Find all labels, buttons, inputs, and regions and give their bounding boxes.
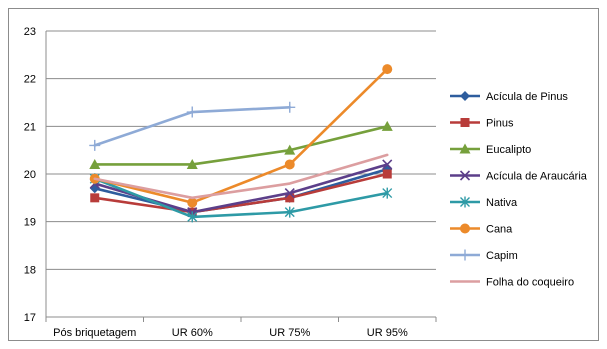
legend-label-folha-do-coqueiro: Folha do coqueiro <box>486 277 574 289</box>
data-point-eucalipto <box>284 144 296 155</box>
series-line-cana <box>93 67 389 204</box>
data-point-cana <box>382 64 393 75</box>
legend-label-nativa: Nativa <box>486 197 518 209</box>
y-tick-label: 21 <box>24 121 36 133</box>
y-tick-label: 20 <box>24 169 36 181</box>
data-point-cana <box>187 197 198 208</box>
legend-label-acicula-de-pinus: Acícula de Pinus <box>486 91 568 103</box>
data-point-eucalipto <box>186 158 198 169</box>
y-tick-label: 19 <box>24 217 36 229</box>
data-point-pinus <box>285 193 295 203</box>
legend-marker-capim <box>459 249 471 261</box>
data-point-acicula-de-araucaria <box>382 159 393 170</box>
data-point-pinus <box>382 169 392 179</box>
data-point-eucalipto <box>381 120 393 131</box>
x-tick-label: UR 60% <box>172 327 213 339</box>
y-tick-label: 22 <box>24 74 36 86</box>
legend-label-capim: Capim <box>486 250 518 262</box>
legend-marker-eucalipto <box>459 143 471 154</box>
series-line-folha-do-coqueiro <box>93 153 389 200</box>
legend-label-cana: Cana <box>486 224 513 236</box>
legend-marker-acicula-de-araucaria <box>459 170 471 181</box>
legend-marker-pinus <box>460 118 470 127</box>
x-tick-label: UR 95% <box>367 327 408 339</box>
data-point-nativa <box>284 206 295 218</box>
series-line-pinus <box>93 172 389 214</box>
legend-label-eucalipto: Eucalipto <box>486 144 531 156</box>
y-tick-label: 23 <box>24 26 36 38</box>
data-point-capim <box>186 106 198 118</box>
data-point-eucalipto <box>89 158 101 169</box>
data-point-pinus <box>90 193 100 203</box>
y-tick-label: 17 <box>24 312 36 324</box>
legend-marker-cana <box>460 223 470 234</box>
data-point-capim <box>284 101 296 113</box>
legend-marker-acicula-de-pinus <box>460 91 470 101</box>
data-point-acicula-de-araucaria <box>284 188 295 199</box>
x-tick-label: Pós briquetagem <box>53 327 136 339</box>
y-tick-label: 18 <box>24 264 36 276</box>
data-point-nativa <box>382 187 393 199</box>
data-point-cana <box>284 159 295 170</box>
series-line-eucalipto <box>93 125 389 166</box>
series-line-nativa <box>93 177 389 219</box>
legend-marker-nativa <box>460 196 470 208</box>
data-point-capim <box>89 139 101 151</box>
x-tick-label: UR 75% <box>269 327 310 339</box>
legend-label-pinus: Pinus <box>486 118 514 130</box>
legend-label-acicula-de-araucaria: Acícula de Araucária <box>486 171 588 183</box>
data-point-nativa <box>187 211 198 223</box>
